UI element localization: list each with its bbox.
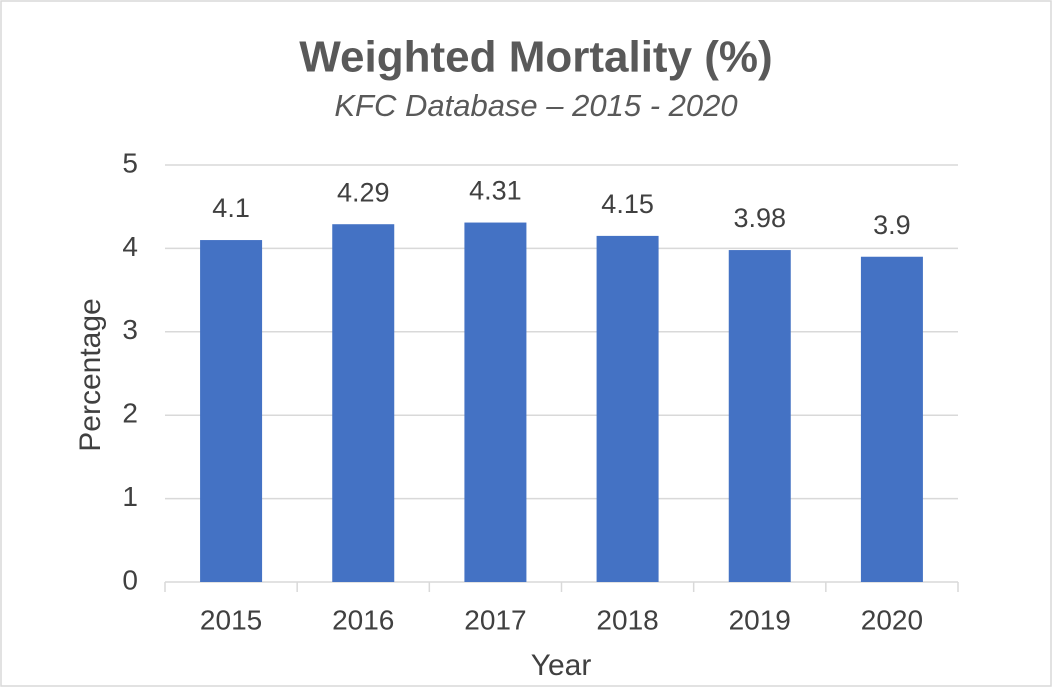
chart-subtitle: KFC Database – 2015 - 2020 bbox=[334, 88, 737, 123]
x-tick-label: 2020 bbox=[861, 604, 923, 635]
y-tick-label: 1 bbox=[122, 481, 138, 512]
bar bbox=[860, 256, 923, 582]
bar bbox=[200, 240, 263, 582]
x-tick-label: 2018 bbox=[596, 604, 658, 635]
x-axis-label: Year bbox=[531, 649, 592, 682]
x-tick-label: 2017 bbox=[464, 604, 526, 635]
data-label: 4.15 bbox=[601, 189, 654, 219]
data-label: 4.29 bbox=[337, 177, 390, 207]
y-tick-label: 5 bbox=[122, 147, 138, 178]
y-tick-label: 3 bbox=[122, 314, 138, 345]
bar bbox=[596, 235, 659, 582]
bar bbox=[728, 250, 791, 582]
data-label: 4.31 bbox=[469, 176, 522, 206]
data-label: 3.98 bbox=[733, 203, 786, 233]
y-tick-label: 0 bbox=[122, 564, 138, 595]
y-tick-label: 4 bbox=[122, 231, 138, 262]
bar bbox=[464, 222, 527, 582]
y-axis-label: Percentage bbox=[74, 298, 107, 451]
chart-title: Weighted Mortality (%) bbox=[299, 33, 772, 82]
x-tick-label: 2019 bbox=[729, 604, 791, 635]
y-tick-label: 2 bbox=[122, 398, 138, 429]
data-label: 4.1 bbox=[212, 193, 250, 223]
x-tick-label: 2016 bbox=[332, 604, 394, 635]
bar bbox=[332, 224, 395, 583]
data-label: 3.9 bbox=[873, 210, 911, 240]
x-tick-label: 2015 bbox=[200, 604, 262, 635]
